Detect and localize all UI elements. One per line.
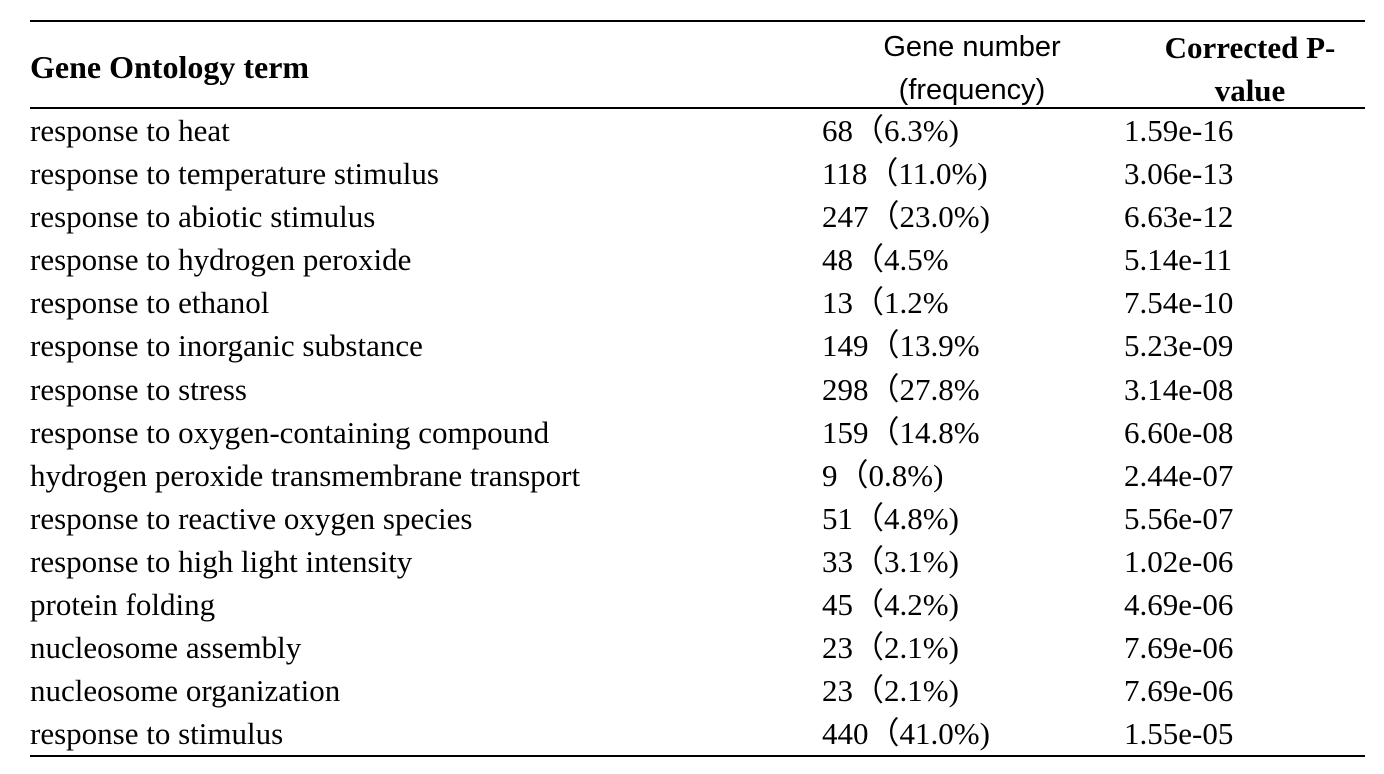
go-term-cell: nucleosome assembly bbox=[30, 630, 302, 666]
gene-number-cell: 149（13.9% bbox=[822, 328, 980, 364]
go-term-cell: response to inorganic substance bbox=[30, 328, 423, 364]
header-gene-line1: Gene number bbox=[883, 31, 1061, 63]
table-row: hydrogen peroxide transmembrane transpor… bbox=[30, 454, 1365, 497]
go-term-cell: hydrogen peroxide transmembrane transpor… bbox=[30, 457, 581, 493]
table-row: response to high light intensity 33（3.1%)… bbox=[30, 540, 1365, 583]
gene-number-cell: 48（4.5% bbox=[822, 242, 949, 278]
table-row: response to reactive oxygen species 51（4.… bbox=[30, 497, 1365, 540]
gene-number-cell: 51（4.8%) bbox=[822, 500, 959, 536]
corrected-pvalue-cell: 1.02e-06 bbox=[1124, 543, 1234, 579]
go-term-cell: response to reactive oxygen species bbox=[30, 500, 473, 536]
gene-number-cell: 68（6.3%) bbox=[822, 113, 959, 148]
table-row: response to temperature stimulus 118（11.0… bbox=[30, 152, 1365, 195]
table-header: Gene Ontology term Gene number (frequenc… bbox=[30, 22, 1365, 108]
table-row: response to stress 298（27.8% 3.14e-08 bbox=[30, 368, 1365, 411]
corrected-pvalue-cell: 5.56e-07 bbox=[1124, 500, 1234, 536]
header-pvalue-line1: Corrected P- bbox=[1164, 30, 1336, 65]
table-row: response to inorganic substance 149（13.9%… bbox=[30, 324, 1365, 367]
go-term-cell: nucleosome organization bbox=[30, 673, 341, 709]
table-row: response to abiotic stimulus 247（23.0%) 6.… bbox=[30, 195, 1365, 238]
table-row: protein folding 45（4.2%) 4.69e-06 bbox=[30, 583, 1365, 626]
table-row: response to heat 68（6.3%) 1.59e-16 bbox=[30, 109, 1365, 152]
table-top-rule bbox=[30, 20, 1365, 22]
corrected-pvalue-cell: 3.06e-13 bbox=[1124, 156, 1234, 192]
go-term-cell: protein folding bbox=[30, 587, 216, 623]
corrected-pvalue-cell: 1.59e-16 bbox=[1124, 113, 1234, 148]
corrected-pvalue-cell: 6.63e-12 bbox=[1124, 199, 1234, 235]
gene-number-cell: 13（1.2% bbox=[822, 285, 949, 321]
go-term-cell: response to heat bbox=[30, 113, 230, 148]
table-body: response to heat 68（6.3%) 1.59e-16 response… bbox=[30, 109, 1365, 755]
gene-number-cell: 247（23.0%) bbox=[822, 199, 990, 235]
gene-number-cell: 440（41.0%) bbox=[822, 716, 990, 752]
table-bottom-rule bbox=[30, 755, 1365, 757]
corrected-pvalue-cell: 5.14e-11 bbox=[1124, 242, 1233, 278]
go-term-cell: response to oxygen-containing compound bbox=[30, 414, 550, 450]
header-term: Gene Ontology term bbox=[30, 49, 310, 85]
go-term-cell: response to abiotic stimulus bbox=[30, 199, 376, 235]
corrected-pvalue-cell: 7.54e-10 bbox=[1124, 285, 1234, 321]
corrected-pvalue-cell: 7.69e-06 bbox=[1124, 630, 1234, 666]
corrected-pvalue-cell: 4.69e-06 bbox=[1124, 587, 1234, 623]
go-term-cell: response to stress bbox=[30, 371, 247, 407]
gene-number-cell: 45（4.2%) bbox=[822, 587, 959, 623]
corrected-pvalue-cell: 6.60e-08 bbox=[1124, 414, 1234, 450]
go-term-cell: response to stimulus bbox=[30, 716, 284, 752]
table-row: response to oxygen-containing compound 15… bbox=[30, 411, 1365, 454]
corrected-pvalue-cell: 7.69e-06 bbox=[1124, 673, 1234, 709]
table-row: response to ethanol 13（1.2% 7.54e-10 bbox=[30, 281, 1365, 324]
corrected-pvalue-cell: 5.23e-09 bbox=[1124, 328, 1234, 364]
gene-number-cell: 118（11.0%) bbox=[822, 156, 988, 192]
go-term-cell: response to hydrogen peroxide bbox=[30, 242, 412, 278]
corrected-pvalue-cell: 2.44e-07 bbox=[1124, 457, 1234, 493]
go-term-cell: response to high light intensity bbox=[30, 543, 413, 579]
gene-number-cell: 33（3.1%) bbox=[822, 543, 959, 579]
table-row: response to stimulus 440（41.0%) 1.55e-05 bbox=[30, 712, 1365, 755]
gene-number-cell: 298（27.8% bbox=[822, 371, 980, 407]
corrected-pvalue-cell: 3.14e-08 bbox=[1124, 371, 1234, 407]
table-row: nucleosome organization 23（2.1%) 7.69e-06 bbox=[30, 669, 1365, 712]
table-row: response to hydrogen peroxide 48（4.5% 5.14… bbox=[30, 238, 1365, 281]
go-term-cell: response to temperature stimulus bbox=[30, 156, 439, 192]
gene-number-cell: 23（2.1%) bbox=[822, 673, 959, 709]
table-header-rule bbox=[30, 107, 1365, 109]
header-gene-number: Gene number (frequency) bbox=[872, 26, 1072, 112]
header-pvalue-line2: value bbox=[1214, 73, 1286, 108]
gene-number-cell: 23（2.1%) bbox=[822, 630, 959, 666]
gene-number-cell: 159（14.8% bbox=[822, 414, 980, 450]
gene-number-cell: 9（0.8%) bbox=[822, 457, 944, 493]
header-corrected-pvalue: Corrected P- value bbox=[1135, 26, 1365, 112]
corrected-pvalue-cell: 1.55e-05 bbox=[1124, 716, 1234, 752]
header-gene-line2: (frequency) bbox=[898, 74, 1046, 106]
table-row: nucleosome assembly 23（2.1%) 7.69e-06 bbox=[30, 626, 1365, 669]
go-term-cell: response to ethanol bbox=[30, 285, 270, 321]
